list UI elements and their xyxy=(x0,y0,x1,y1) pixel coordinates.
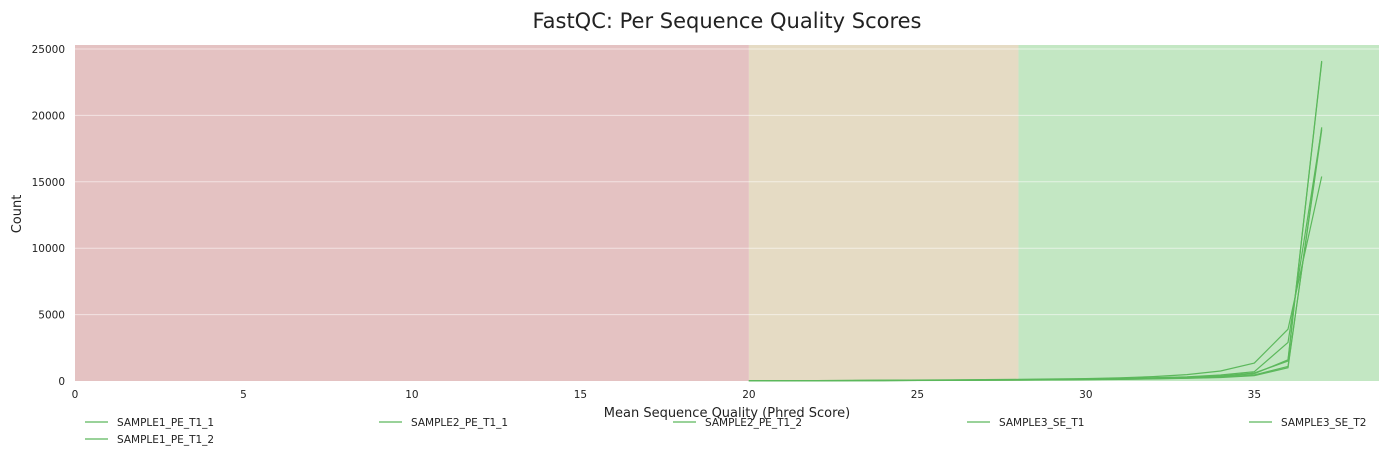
x-tick-35: 35 xyxy=(1248,389,1261,401)
x-tick-15: 15 xyxy=(574,389,587,401)
legend-item-4: SAMPLE3_SE_T1 xyxy=(967,417,1085,429)
x-tick-labels: 0 5 10 15 20 25 30 35 xyxy=(72,389,1261,401)
y-tick-15000: 15000 xyxy=(32,177,65,189)
x-tick-5: 5 xyxy=(240,389,247,401)
y-tick-10000: 10000 xyxy=(32,243,65,255)
series-lines xyxy=(748,60,1323,382)
y-tick-25000: 25000 xyxy=(32,44,65,56)
y-tick-5000: 5000 xyxy=(38,310,65,322)
legend-label-0: SAMPLE1_PE_T1_1 xyxy=(117,417,214,429)
legend-label-1: SAMPLE1_PE_T1_2 xyxy=(117,434,214,446)
x-tick-30: 30 xyxy=(1079,389,1092,401)
y-axis-label: Count xyxy=(10,195,25,234)
legend-label-2: SAMPLE2_PE_T1_1 xyxy=(411,417,508,429)
x-tick-0: 0 xyxy=(72,389,79,401)
legend-item-2: SAMPLE2_PE_T1_1 xyxy=(379,417,508,429)
band-2 xyxy=(1018,45,1379,381)
chart-title: FastQC: Per Sequence Quality Scores xyxy=(532,9,921,33)
legend-item-0: SAMPLE1_PE_T1_1 xyxy=(85,417,214,429)
band-0 xyxy=(75,45,749,381)
y-tick-0: 0 xyxy=(58,376,65,388)
legend-item-1: SAMPLE1_PE_T1_2 xyxy=(85,434,214,446)
legend-label-3: SAMPLE2_PE_T1_2 xyxy=(705,417,802,429)
grid-lines xyxy=(75,48,1379,316)
x-tick-25: 25 xyxy=(911,389,924,401)
legend-label-5: SAMPLE3_SE_T2 xyxy=(1281,417,1367,429)
x-tick-20: 20 xyxy=(742,389,755,401)
y-tick-20000: 20000 xyxy=(32,110,65,122)
band-1 xyxy=(748,45,1019,381)
x-axis-label: Mean Sequence Quality (Phred Score) xyxy=(604,406,850,421)
x-tick-10: 10 xyxy=(405,389,418,401)
y-tick-labels: 0 5000 10000 15000 20000 25000 xyxy=(32,44,65,388)
legend: SAMPLE1_PE_T1_1 SAMPLE1_PE_T1_2 SAMPLE2_PE… xyxy=(85,417,1367,446)
legend-item-5: SAMPLE3_SE_T2 xyxy=(1249,417,1367,429)
legend-label-4: SAMPLE3_SE_T1 xyxy=(999,417,1085,429)
quality-bands xyxy=(75,45,1379,381)
series-line-5 xyxy=(748,129,1323,382)
legend-item-3: SAMPLE2_PE_T1_2 xyxy=(673,417,802,429)
